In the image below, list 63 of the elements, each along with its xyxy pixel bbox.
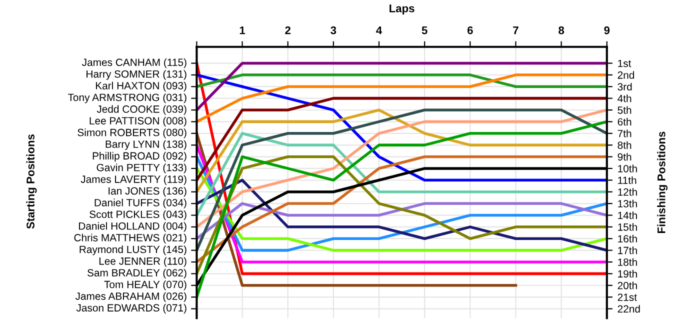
x-axis-title: Laps	[390, 4, 414, 14]
line-series	[196, 74, 607, 182]
y-tick-label: 17th	[618, 246, 637, 254]
y-tick-label: 13th	[618, 200, 637, 208]
x-tick-label: 8	[558, 26, 564, 34]
text: Phillip BROAD (092)	[92, 152, 186, 162]
text: Sam BRADLEY (062)	[87, 268, 186, 279]
text: Simon ROBERTS (080)	[78, 128, 186, 138]
y-tick-label: 8th	[618, 141, 632, 149]
x-tick-label: 4	[376, 26, 382, 34]
y-tick-label: 22nd	[618, 304, 640, 313]
text: James ABRAHAM (026)	[75, 292, 186, 302]
x-tick-label: 5	[422, 26, 428, 34]
y-tick-label: 19th	[618, 270, 637, 278]
y-tick-label: 20th	[618, 282, 637, 290]
y-tick-label: 21st	[618, 294, 637, 301]
text: James LAVERTY (119)	[80, 175, 186, 185]
x-tick-label: 7	[513, 26, 518, 34]
x-tick-label: 2	[285, 26, 290, 34]
text: Ian JONES (136)	[108, 186, 186, 197]
text: Lee PATTISON (008)	[90, 116, 186, 127]
line-series	[196, 132, 607, 217]
y-tick-label: 7th	[618, 130, 632, 138]
text: Starting Positions	[26, 134, 37, 229]
text: Lee JENNER (110)	[99, 257, 186, 267]
text: Daniel HOLLAND (004)	[78, 222, 186, 232]
text: Gavin PETTY (133)	[96, 164, 186, 174]
text: Tony ARMSTRONG (031)	[68, 93, 186, 104]
y-tick-label: 18th	[618, 258, 637, 266]
x-tick-label: 3	[330, 26, 336, 34]
y-tick-label: 15th	[618, 223, 637, 231]
text: Jedd COOKE (039)	[96, 105, 186, 115]
y-tick-label: 12th	[618, 188, 637, 196]
line-series	[196, 120, 607, 298]
x-tick-label: 6	[467, 26, 473, 34]
y-tick-label: 5th	[618, 106, 632, 114]
text: Scott PICKLES (043)	[90, 210, 186, 220]
y-tick-label: 14th	[618, 211, 637, 220]
text: Raymond LUSTY (145)	[80, 245, 186, 256]
text: Harry SOMNER (131)	[86, 70, 186, 80]
y-tick-label: 2nd	[618, 71, 634, 79]
text: Daniel TUFFS (034)	[94, 198, 186, 208]
y-tick-label: 3rd	[618, 82, 632, 90]
line-series	[196, 74, 607, 124]
y-tick-label: 9th	[618, 152, 632, 161]
x-tick-label: 9	[604, 26, 610, 34]
y-tick-label: 11th	[618, 176, 636, 184]
text: Jason EDWARDS (071)	[76, 304, 186, 314]
text: Chris MATTHEWS (021)	[74, 234, 186, 244]
text: Barry LYNN (138)	[106, 140, 186, 150]
text: James CANHAM (115)	[82, 58, 186, 68]
y-axis-title: Finishing Positions	[657, 132, 668, 233]
line-series	[196, 108, 607, 252]
y-tick-label: 10th	[618, 164, 637, 172]
text: Tom HEALY (070)	[104, 280, 186, 290]
y-tick-label: 6th	[618, 118, 632, 126]
y-tick-label: 16th	[618, 234, 637, 242]
line-series	[196, 108, 607, 194]
line-series	[196, 108, 607, 228]
text: Karl HAXTON (093)	[96, 82, 186, 92]
y-tick-label: 1st	[618, 60, 632, 68]
y-tick-label: 4th	[618, 94, 632, 102]
x-tick-label: 1	[240, 26, 246, 34]
